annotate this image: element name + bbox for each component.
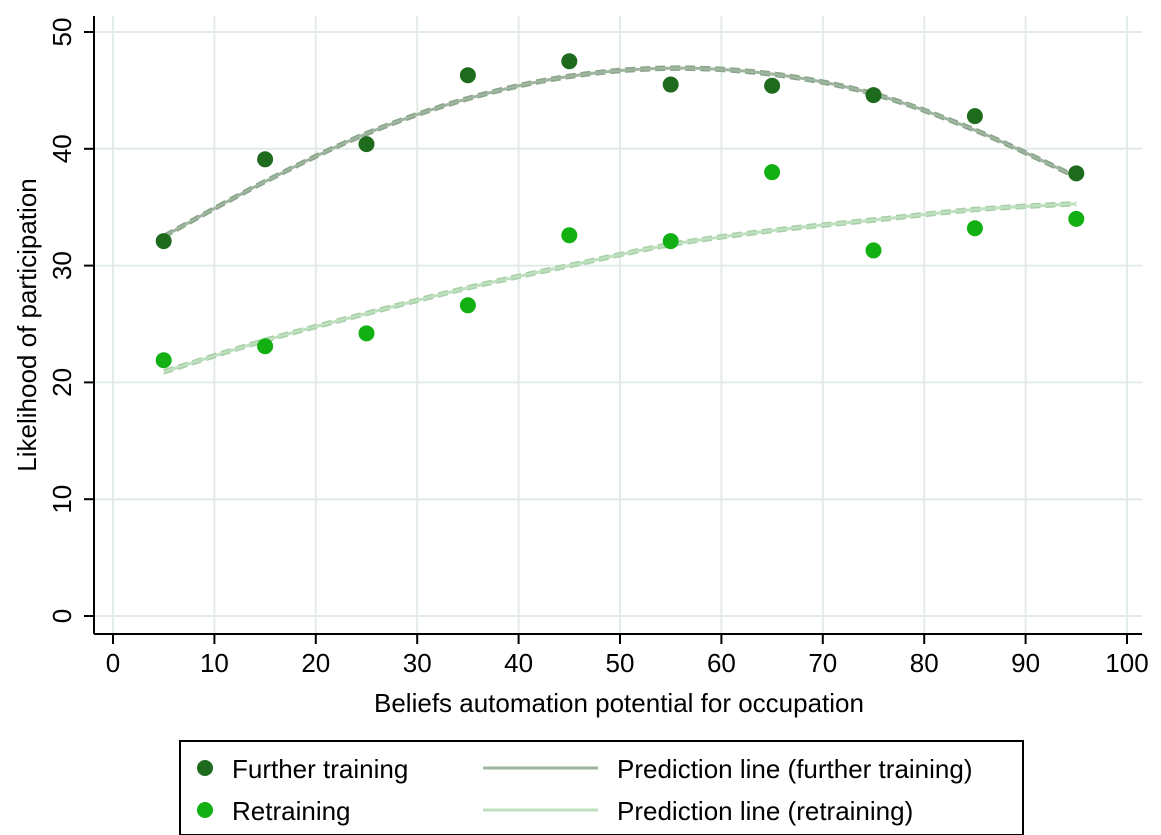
x-tick-label: 70 <box>808 648 837 678</box>
point-further-training <box>561 53 578 70</box>
axes: 0 10 20 30 40 50 60 70 80 90 100 0 10 20 30 40 50 <box>47 16 1149 678</box>
point-retraining <box>966 220 983 237</box>
x-tick-label: 0 <box>106 648 120 678</box>
grid-lines <box>94 16 1142 634</box>
x-axis-title: Beliefs automation potential for occupat… <box>374 688 864 718</box>
point-further-training <box>662 76 679 93</box>
prediction-line-ci-upper <box>163 65 1077 236</box>
point-retraining <box>1068 210 1085 227</box>
x-tick-label: 10 <box>200 648 229 678</box>
prediction-line-ci-lower <box>163 69 1077 240</box>
x-tick-label: 80 <box>910 648 939 678</box>
legend-label: Further training <box>232 754 408 784</box>
legend-label: Retraining <box>232 796 351 826</box>
prediction-line <box>163 202 1077 374</box>
y-tick-label: 40 <box>47 134 77 163</box>
x-tick-label: 60 <box>707 648 736 678</box>
legend: Further training Retraining Prediction lin… <box>179 740 1024 835</box>
point-further-training <box>459 67 476 84</box>
point-retraining <box>662 233 679 250</box>
legend-label: Prediction line (further training) <box>617 754 973 784</box>
y-tick-label: 30 <box>47 251 77 280</box>
legend-label: Prediction line (retraining) <box>617 796 913 826</box>
x-tick-label: 30 <box>403 648 432 678</box>
x-tick-label: 90 <box>1011 648 1040 678</box>
point-retraining <box>561 227 578 244</box>
y-tick-label: 0 <box>47 609 77 623</box>
y-axis-title: Likelihood of participation <box>12 178 42 471</box>
y-tick-label: 50 <box>47 18 77 47</box>
point-retraining <box>358 325 375 342</box>
y-tick-label: 10 <box>47 485 77 514</box>
point-further-training <box>358 136 375 153</box>
prediction-line-ci-lower <box>163 204 1077 375</box>
point-further-training <box>257 151 274 168</box>
x-tick-label: 50 <box>606 648 635 678</box>
point-further-training <box>764 77 781 94</box>
x-tick-label: 40 <box>504 648 533 678</box>
x-tick-label: 20 <box>301 648 330 678</box>
legend-box <box>179 740 1024 835</box>
legend-marker <box>197 802 213 818</box>
point-retraining <box>459 297 476 314</box>
point-further-training <box>865 87 882 104</box>
x-tick-label: 100 <box>1105 648 1148 678</box>
point-further-training <box>1068 165 1085 182</box>
y-tick-label: 20 <box>47 368 77 397</box>
prediction-line <box>162 66 1077 238</box>
point-retraining <box>764 164 781 181</box>
point-retraining <box>257 338 274 355</box>
prediction-lines <box>162 65 1077 375</box>
point-retraining <box>865 242 882 259</box>
point-further-training <box>155 233 172 250</box>
legend-marker <box>197 760 213 776</box>
point-retraining <box>155 352 172 369</box>
data-points <box>155 53 1085 369</box>
point-further-training <box>966 108 983 125</box>
prediction-line-ci-upper <box>163 200 1077 371</box>
